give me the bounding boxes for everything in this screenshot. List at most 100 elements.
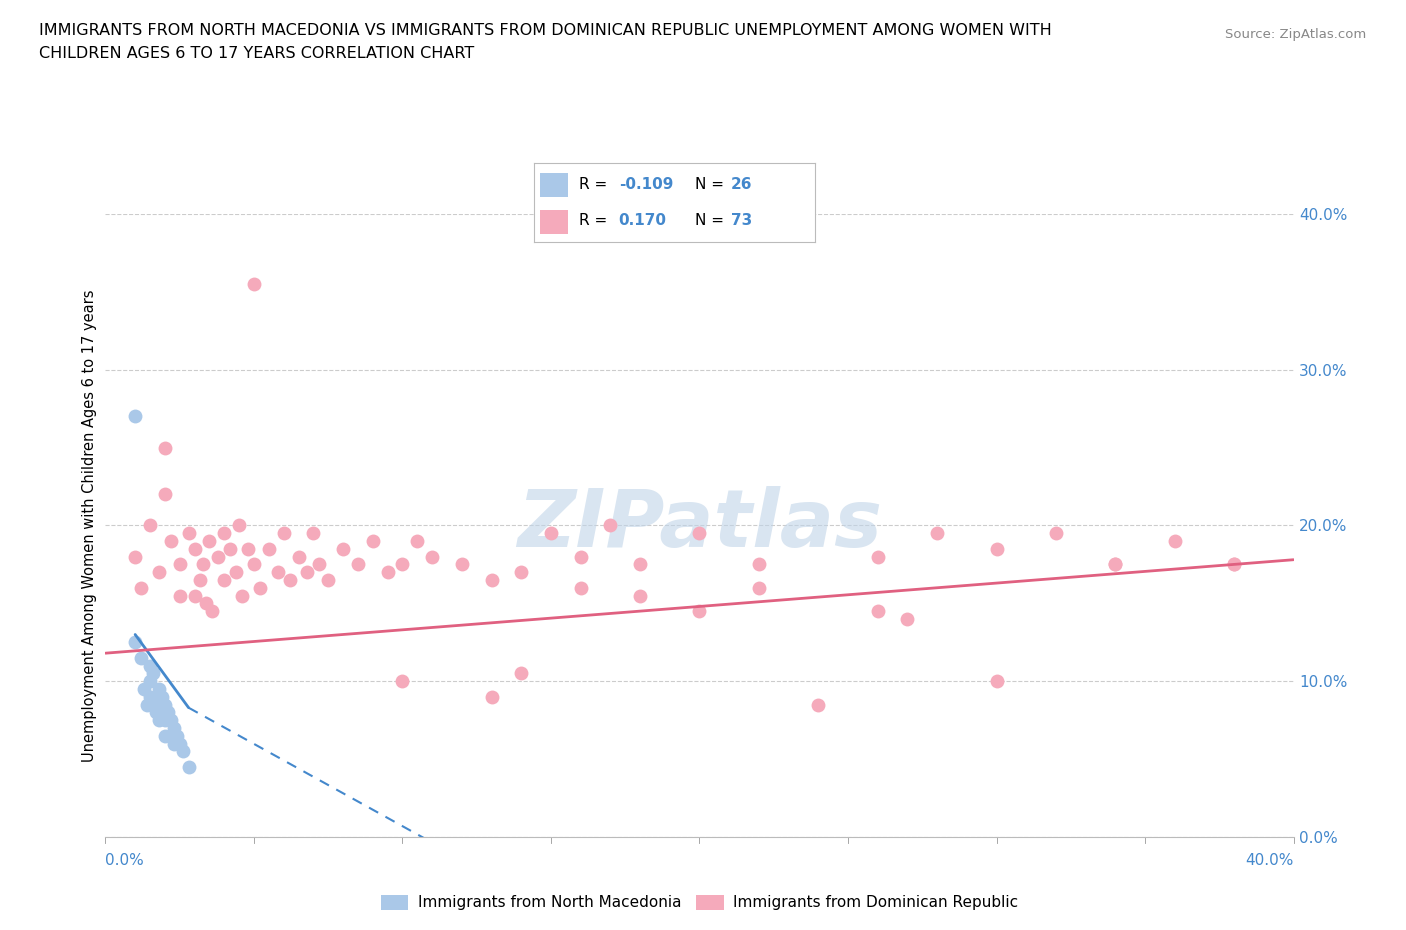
Point — [308, 557, 330, 572]
Point — [1164, 534, 1187, 549]
Point — [316, 573, 339, 588]
Point — [183, 541, 205, 556]
Text: IMMIGRANTS FROM NORTH MACEDONIA VS IMMIGRANTS FROM DOMINICAN REPUBLIC UNEMPLOYME: IMMIGRANTS FROM NORTH MACEDONIA VS IMMIG… — [39, 23, 1052, 38]
Point — [1045, 525, 1067, 540]
Text: 0.170: 0.170 — [619, 213, 666, 228]
Point — [136, 698, 159, 712]
Point — [569, 549, 592, 564]
Point — [278, 573, 301, 588]
Point — [347, 557, 370, 572]
Point — [169, 557, 191, 572]
Point — [163, 737, 186, 751]
Point — [273, 525, 295, 540]
Point — [153, 440, 176, 455]
Point — [748, 557, 770, 572]
Text: ZIPatlas: ZIPatlas — [517, 486, 882, 565]
Point — [628, 557, 651, 572]
Point — [132, 682, 155, 697]
Point — [190, 573, 212, 588]
Point — [689, 604, 711, 618]
Point — [391, 673, 413, 688]
Text: R =: R = — [579, 213, 613, 228]
Point — [207, 549, 229, 564]
Point — [169, 737, 191, 751]
Point — [1104, 557, 1126, 572]
Legend: Immigrants from North Macedonia, Immigrants from Dominican Republic: Immigrants from North Macedonia, Immigra… — [375, 889, 1024, 917]
Point — [153, 728, 176, 743]
Point — [297, 565, 319, 579]
Point — [628, 588, 651, 603]
Point — [172, 744, 194, 759]
Point — [201, 604, 224, 618]
Point — [214, 525, 236, 540]
Point — [510, 666, 533, 681]
Text: 40.0%: 40.0% — [1246, 853, 1294, 868]
Point — [148, 682, 170, 697]
Point — [986, 541, 1008, 556]
Point — [193, 557, 215, 572]
Text: 73: 73 — [731, 213, 752, 228]
Point — [198, 534, 221, 549]
Point — [153, 698, 176, 712]
Y-axis label: Unemployment Among Women with Children Ages 6 to 17 years: Unemployment Among Women with Children A… — [82, 289, 97, 762]
Point — [236, 541, 259, 556]
Point — [163, 721, 186, 736]
Point — [145, 705, 167, 720]
Point — [159, 712, 181, 727]
Point — [139, 689, 162, 704]
Point — [267, 565, 290, 579]
Point — [153, 712, 176, 727]
Text: N =: N = — [695, 213, 728, 228]
Point — [1104, 557, 1126, 572]
Point — [156, 705, 179, 720]
Point — [124, 409, 146, 424]
Point — [481, 689, 503, 704]
Point — [153, 487, 176, 502]
Point — [986, 673, 1008, 688]
Point — [159, 534, 181, 549]
Point — [231, 588, 253, 603]
Point — [420, 549, 443, 564]
Point — [807, 698, 830, 712]
Point — [287, 549, 309, 564]
Point — [183, 588, 205, 603]
Point — [148, 712, 170, 727]
Point — [129, 580, 152, 595]
Point — [150, 689, 173, 704]
Point — [214, 573, 236, 588]
Point — [177, 760, 200, 775]
Point — [406, 534, 429, 549]
Point — [1223, 557, 1246, 572]
Point — [139, 518, 162, 533]
Point — [377, 565, 399, 579]
Point — [228, 518, 250, 533]
Text: R =: R = — [579, 177, 613, 192]
Point — [243, 557, 266, 572]
Point — [124, 635, 146, 650]
Point — [450, 557, 472, 572]
Point — [302, 525, 325, 540]
Point — [249, 580, 271, 595]
Point — [159, 728, 181, 743]
Point — [927, 525, 949, 540]
Point — [748, 580, 770, 595]
Point — [129, 650, 152, 665]
Text: -0.109: -0.109 — [619, 177, 673, 192]
Point — [361, 534, 384, 549]
Point — [510, 565, 533, 579]
Point — [599, 518, 621, 533]
Point — [177, 525, 200, 540]
Point — [142, 666, 165, 681]
Point — [225, 565, 247, 579]
Point — [166, 728, 188, 743]
Point — [332, 541, 354, 556]
Bar — [540, 210, 568, 234]
Point — [169, 588, 191, 603]
Text: Source: ZipAtlas.com: Source: ZipAtlas.com — [1226, 28, 1367, 41]
Text: 0.0%: 0.0% — [105, 853, 145, 868]
Point — [195, 596, 218, 611]
Point — [391, 557, 413, 572]
Point — [689, 525, 711, 540]
Point — [219, 541, 242, 556]
Point — [481, 573, 503, 588]
